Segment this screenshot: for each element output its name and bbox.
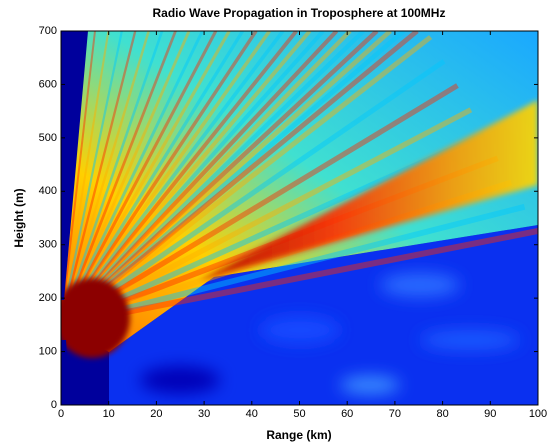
y-tick-label: 500 bbox=[39, 132, 57, 144]
blob bbox=[340, 376, 400, 394]
ray bbox=[61, 59, 446, 328]
y-tick-label: 0 bbox=[51, 399, 57, 411]
ray bbox=[61, 35, 433, 327]
ray bbox=[61, 107, 473, 328]
x-axis-label: Range (km) bbox=[266, 428, 331, 442]
ray bbox=[61, 31, 285, 327]
x-tick-label: 100 bbox=[529, 408, 547, 420]
x-tick-label: 40 bbox=[246, 408, 258, 420]
blob bbox=[260, 316, 340, 344]
x-tick-label: 30 bbox=[198, 408, 210, 420]
ray bbox=[61, 31, 339, 327]
ray bbox=[61, 131, 486, 328]
ray bbox=[61, 31, 204, 326]
ray bbox=[61, 31, 177, 326]
chart-title: Radio Wave Propagation in Troposphere at… bbox=[153, 6, 446, 20]
ray bbox=[61, 31, 392, 327]
ray bbox=[61, 228, 538, 328]
ray bbox=[61, 31, 312, 327]
ray bbox=[61, 31, 245, 326]
ray bbox=[61, 31, 406, 327]
main-beam bbox=[200, 100, 538, 280]
ray bbox=[61, 31, 218, 326]
x-tick-label: 50 bbox=[293, 408, 305, 420]
x-tick-label: 20 bbox=[150, 408, 162, 420]
ray bbox=[61, 31, 298, 327]
x-tick-label: 0 bbox=[58, 408, 64, 420]
y-tick-label: 700 bbox=[39, 25, 57, 37]
ray bbox=[61, 31, 379, 327]
x-tick-label: 10 bbox=[103, 408, 115, 420]
x-tick-label: 70 bbox=[389, 408, 401, 420]
field bbox=[61, 31, 538, 405]
ray bbox=[61, 31, 123, 326]
y-tick-label: 400 bbox=[39, 185, 57, 197]
ray bbox=[61, 31, 352, 327]
left-strip bbox=[61, 340, 70, 405]
x-tick-label: 80 bbox=[436, 408, 448, 420]
y-tick-label: 200 bbox=[39, 292, 57, 304]
ray bbox=[61, 31, 96, 326]
blob bbox=[380, 273, 460, 297]
x-tick-label: 60 bbox=[341, 408, 353, 420]
ray bbox=[61, 31, 258, 326]
blob bbox=[140, 366, 220, 394]
y-tick-label: 100 bbox=[39, 345, 57, 357]
ray bbox=[61, 31, 231, 326]
y-axis-label: Height (m) bbox=[12, 188, 26, 247]
x-tick-label: 90 bbox=[484, 408, 496, 420]
ray bbox=[61, 31, 110, 326]
ray bbox=[61, 203, 526, 328]
ray bbox=[61, 31, 150, 326]
y-tick-label: 600 bbox=[39, 78, 57, 90]
source-lobe bbox=[61, 278, 130, 358]
ray bbox=[61, 31, 164, 326]
ray bbox=[61, 31, 191, 326]
ray bbox=[61, 31, 271, 327]
ray bbox=[61, 31, 325, 327]
left-strip bbox=[61, 31, 88, 300]
y-tick-label: 300 bbox=[39, 239, 57, 251]
ray bbox=[61, 31, 419, 327]
ray bbox=[61, 83, 459, 328]
fan-region bbox=[61, 31, 538, 352]
shadow-region bbox=[109, 225, 538, 405]
ray bbox=[61, 31, 137, 326]
shadow-blobs bbox=[140, 273, 520, 394]
blob bbox=[420, 330, 520, 350]
ray bbox=[61, 31, 366, 327]
